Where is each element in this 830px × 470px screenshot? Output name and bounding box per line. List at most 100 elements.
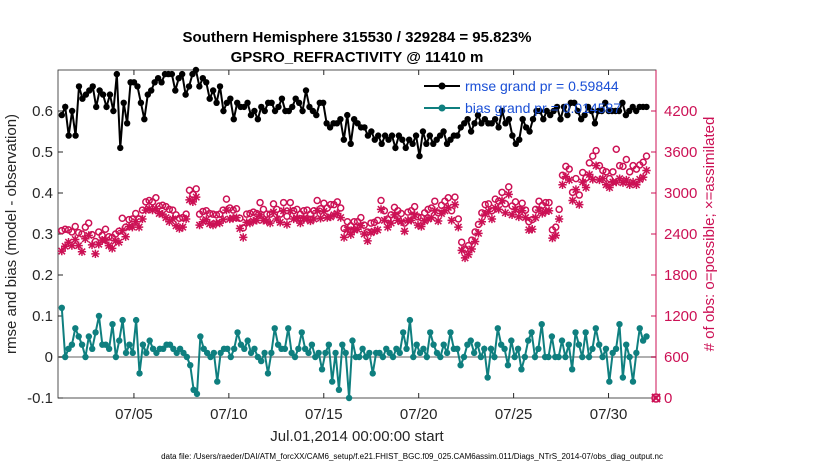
possible-obs-point — [518, 199, 526, 207]
bias-point — [187, 362, 194, 369]
possible-obs-point — [511, 198, 520, 206]
bias-point — [143, 349, 150, 357]
bias-point — [568, 366, 576, 373]
y2-tick-label: 0 — [664, 390, 672, 407]
assimilated-obs-point — [208, 220, 218, 230]
y-tick-label: 0.6 — [32, 103, 53, 120]
bias-point — [575, 341, 583, 348]
assimilated-obs-point — [622, 175, 631, 185]
assimilated-obs-point — [319, 207, 329, 216]
rmse-point — [196, 83, 203, 90]
legend-rmse-marker — [438, 82, 446, 90]
assimilated-obs-point — [450, 200, 460, 209]
assimilated-obs-point — [175, 224, 184, 233]
assimilated-obs-point — [121, 232, 130, 241]
assimilated-obs-point — [286, 206, 295, 215]
bias-point — [85, 333, 93, 340]
bias-point — [308, 341, 316, 348]
y-tick-label: -0.1 — [27, 390, 53, 407]
rmse-point — [347, 140, 354, 147]
rmse-point — [295, 99, 303, 107]
assimilated-obs-point — [457, 246, 466, 255]
bias-point — [146, 337, 153, 344]
rmse-point — [337, 116, 344, 123]
bias-point — [268, 349, 275, 357]
assimilated-obs-point — [188, 197, 198, 207]
possible-obs-point — [622, 155, 631, 164]
rmse-point — [172, 87, 179, 94]
bias-point — [325, 341, 333, 348]
assimilated-obs-point — [410, 210, 419, 220]
assimilated-obs-point — [638, 173, 648, 182]
bias-point — [75, 333, 82, 340]
rmse-point — [319, 99, 327, 107]
y-tick-label: 0.3 — [32, 226, 53, 243]
y2-tick-label: 1200 — [664, 308, 697, 325]
bias-point — [258, 357, 265, 365]
assimilated-obs-point — [376, 205, 386, 214]
x-tick-label: 07/05 — [115, 406, 153, 423]
bias-point — [514, 345, 522, 352]
possible-obs-point — [609, 168, 617, 176]
assimilated-obs-point — [474, 229, 483, 238]
assimilated-obs-point — [306, 216, 315, 226]
assimilated-obs-point — [464, 250, 473, 259]
assimilated-obs-point — [272, 214, 282, 224]
bias-point — [521, 353, 529, 361]
possible-obs-point — [68, 228, 76, 236]
assimilated-obs-point — [423, 214, 433, 224]
assimilated-obs-point — [598, 174, 607, 183]
rmse-point — [275, 103, 282, 111]
rmse-point — [426, 132, 434, 139]
rmse-point — [209, 87, 217, 94]
rmse-point — [75, 83, 83, 90]
assimilated-obs-point — [393, 216, 402, 225]
possible-obs-point — [242, 210, 251, 218]
bias-point — [538, 321, 545, 328]
rmse-point — [643, 103, 650, 111]
rmse-point — [58, 111, 65, 119]
rmse-point — [206, 95, 213, 102]
possible-obs-point — [61, 225, 69, 233]
assimilated-obs-point — [145, 204, 154, 213]
rmse-point — [467, 128, 475, 135]
assimilated-obs-point — [67, 241, 77, 250]
bias-point — [518, 366, 525, 373]
rmse-point — [526, 128, 533, 135]
y2-tick-label: 4200 — [664, 103, 697, 120]
possible-obs-point — [457, 238, 466, 246]
rmse-point — [117, 144, 124, 152]
rmse-point — [560, 103, 568, 111]
y-tick-label: 0.1 — [32, 308, 53, 325]
possible-obs-point — [545, 198, 553, 207]
assimilated-obs-point — [215, 218, 224, 228]
assimilated-obs-point — [595, 175, 604, 185]
assimilated-obs-point — [413, 220, 423, 230]
y-axis-label: rmse and bias (model - observation) — [3, 114, 20, 354]
rmse-point — [571, 99, 578, 107]
bias-point — [477, 353, 485, 361]
bias-point — [349, 337, 356, 344]
possible-obs-point — [326, 200, 335, 209]
assimilated-obs-point — [635, 175, 644, 184]
assimilated-obs-point — [383, 223, 392, 232]
assimilated-obs-point — [477, 217, 487, 226]
rmse-point — [495, 124, 502, 131]
possible-obs-point — [357, 213, 365, 222]
possible-obs-point — [350, 217, 358, 226]
y2-axis-label: # of obs: o=possible; ×=assimilated — [701, 117, 718, 352]
assimilated-obs-point — [131, 217, 140, 226]
bias-point — [491, 353, 498, 361]
rmse-point — [302, 87, 310, 94]
possible-obs-point — [299, 207, 308, 215]
possible-obs-point — [588, 152, 597, 160]
assimilated-obs-point — [565, 175, 574, 185]
assimilated-obs-point — [114, 238, 124, 247]
bias-point — [122, 349, 130, 357]
bias-point — [328, 378, 336, 385]
assimilated-obs-point — [386, 218, 396, 228]
rmse-point — [536, 107, 544, 115]
bias-point — [504, 362, 512, 369]
rmse-point — [113, 70, 121, 78]
possible-obs-point — [555, 205, 563, 214]
